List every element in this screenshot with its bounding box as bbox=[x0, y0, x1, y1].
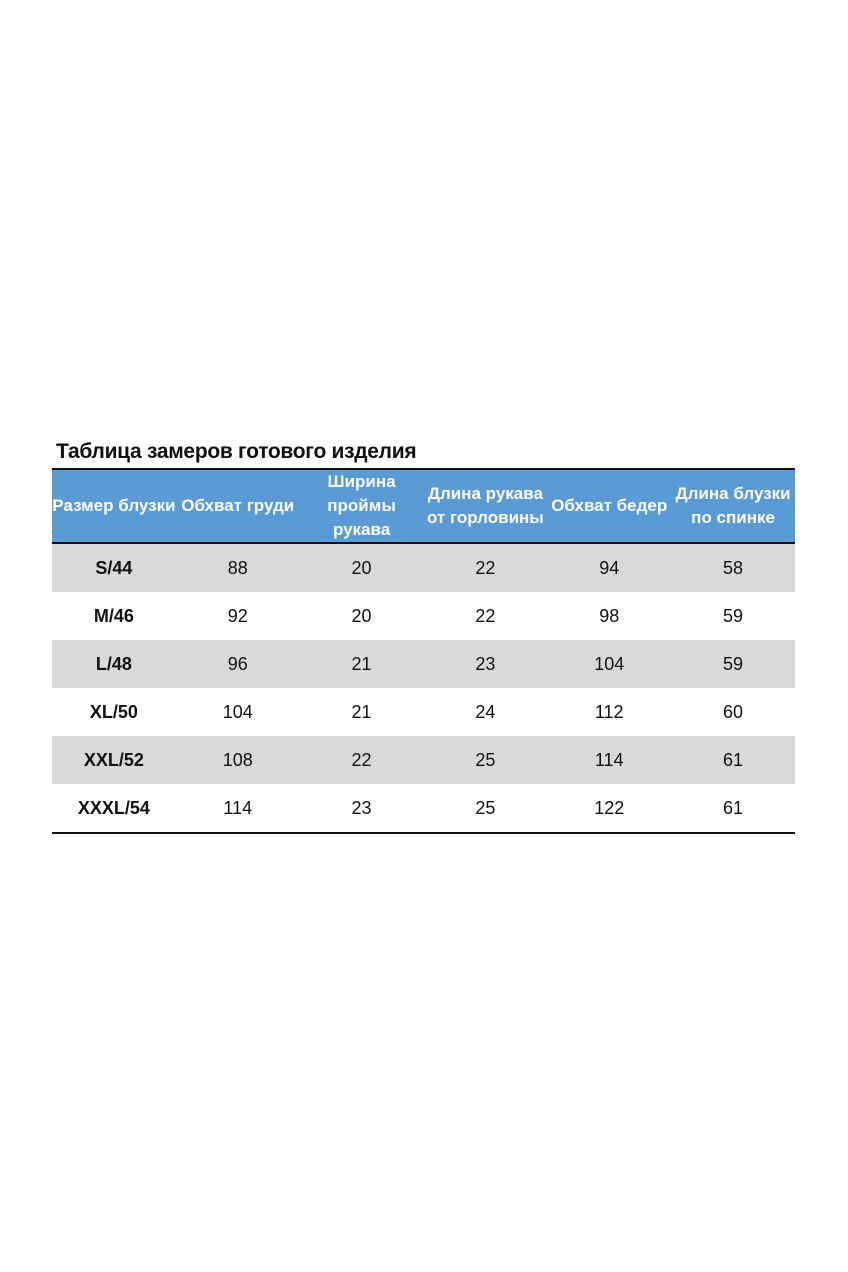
cell-sleeve-length: 23 bbox=[475, 653, 496, 674]
cell-chest: 96 bbox=[227, 653, 248, 674]
table-row: XXXL/54 114 23 25 122 61 bbox=[52, 784, 795, 833]
table-row: XL/50 104 21 24 112 60 bbox=[52, 688, 795, 736]
cell-sleeve-length: 22 bbox=[475, 605, 496, 626]
cell-chest: 104 bbox=[222, 701, 253, 722]
cell-back-length: 58 bbox=[723, 557, 744, 578]
table-row: M/46 92 20 22 98 59 bbox=[52, 592, 795, 640]
header-hips: Обхват бедер bbox=[551, 496, 668, 515]
cell-sleeve-length: 25 bbox=[475, 797, 496, 818]
cell-back-length: 59 bbox=[723, 653, 744, 674]
cell-chest: 92 bbox=[227, 605, 248, 626]
cell-size: XXL/52 bbox=[83, 749, 144, 770]
header-sleeve-length: Длина рукава от горловины bbox=[426, 484, 544, 527]
cell-armhole: 22 bbox=[351, 749, 372, 770]
header-row: Размер блузки Обхват груди Ширина проймы… bbox=[52, 469, 795, 543]
table-row: L/48 96 21 23 104 59 bbox=[52, 640, 795, 688]
cell-sleeve-length: 22 bbox=[475, 557, 496, 578]
table-row: S/44 88 20 22 94 58 bbox=[52, 543, 795, 592]
cell-size: M/46 bbox=[93, 605, 134, 626]
cell-hips: 104 bbox=[594, 653, 625, 674]
cell-armhole: 21 bbox=[351, 701, 372, 722]
cell-chest: 88 bbox=[227, 557, 248, 578]
cell-size: XXXL/54 bbox=[77, 797, 150, 818]
cell-size: S/44 bbox=[95, 557, 133, 578]
cell-back-length: 61 bbox=[723, 797, 744, 818]
cell-sleeve-length: 25 bbox=[475, 749, 496, 770]
cell-hips: 94 bbox=[599, 557, 620, 578]
cell-size: XL/50 bbox=[89, 701, 138, 722]
cell-hips: 114 bbox=[594, 749, 624, 770]
cell-sleeve-length: 24 bbox=[475, 701, 496, 722]
cell-chest: 114 bbox=[223, 797, 253, 818]
cell-hips: 122 bbox=[594, 797, 625, 818]
cell-armhole: 21 bbox=[351, 653, 372, 674]
cell-chest: 108 bbox=[222, 749, 253, 770]
header-chest: Обхват груди bbox=[181, 496, 295, 515]
cell-armhole: 20 bbox=[351, 605, 372, 626]
cell-hips: 112 bbox=[594, 701, 624, 722]
cell-back-length: 61 bbox=[723, 749, 744, 770]
table-title: Таблица замеров готового изделия bbox=[56, 440, 417, 463]
header-armhole: Ширина проймы рукава bbox=[327, 472, 396, 539]
cell-size: L/48 bbox=[95, 653, 132, 674]
cell-back-length: 60 bbox=[723, 701, 744, 722]
cell-armhole: 23 bbox=[351, 797, 372, 818]
size-table: Размер блузки Обхват груди Ширина проймы… bbox=[52, 468, 795, 834]
cell-back-length: 59 bbox=[723, 605, 744, 626]
header-size: Размер блузки bbox=[52, 496, 176, 515]
cell-hips: 98 bbox=[599, 605, 620, 626]
header-back-length: Длина блузки по спинке bbox=[675, 484, 791, 527]
cell-armhole: 20 bbox=[351, 557, 372, 578]
table-row: XXL/52 108 22 25 114 61 bbox=[52, 736, 795, 784]
